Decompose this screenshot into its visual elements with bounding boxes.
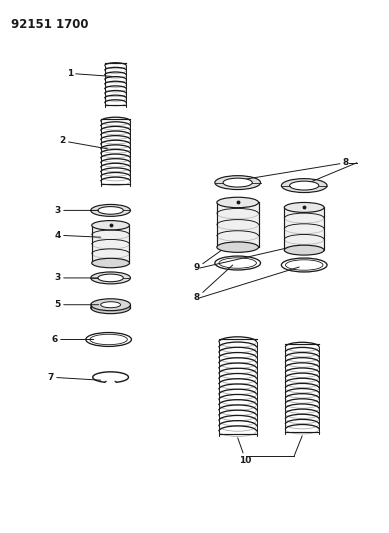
Ellipse shape	[101, 302, 121, 308]
Text: 1: 1	[67, 69, 112, 78]
Text: 7: 7	[47, 373, 101, 382]
Text: 8: 8	[194, 265, 233, 302]
Ellipse shape	[92, 221, 130, 230]
Ellipse shape	[91, 299, 130, 311]
Bar	[284, 207, 324, 250]
Text: 10: 10	[238, 438, 252, 465]
Ellipse shape	[217, 197, 259, 208]
Text: 3: 3	[55, 273, 99, 282]
Ellipse shape	[92, 259, 130, 268]
Text: 8: 8	[243, 158, 349, 180]
Text: 5: 5	[55, 300, 99, 309]
Ellipse shape	[281, 179, 327, 192]
Ellipse shape	[289, 181, 319, 190]
Ellipse shape	[98, 274, 123, 282]
Bar	[217, 203, 259, 247]
Text: 4: 4	[54, 231, 101, 240]
Text: 92151 1700: 92151 1700	[11, 18, 89, 31]
Ellipse shape	[223, 178, 252, 187]
Ellipse shape	[284, 245, 324, 255]
Ellipse shape	[91, 205, 130, 216]
Text: 9: 9	[194, 242, 233, 272]
Ellipse shape	[284, 203, 324, 212]
Text: 3: 3	[55, 206, 99, 215]
Ellipse shape	[91, 272, 130, 284]
Ellipse shape	[98, 207, 123, 214]
Ellipse shape	[91, 302, 130, 313]
Bar	[92, 225, 130, 263]
Ellipse shape	[215, 176, 261, 190]
Text: 6: 6	[52, 335, 94, 344]
Ellipse shape	[217, 242, 259, 252]
Text: 2: 2	[60, 136, 108, 149]
